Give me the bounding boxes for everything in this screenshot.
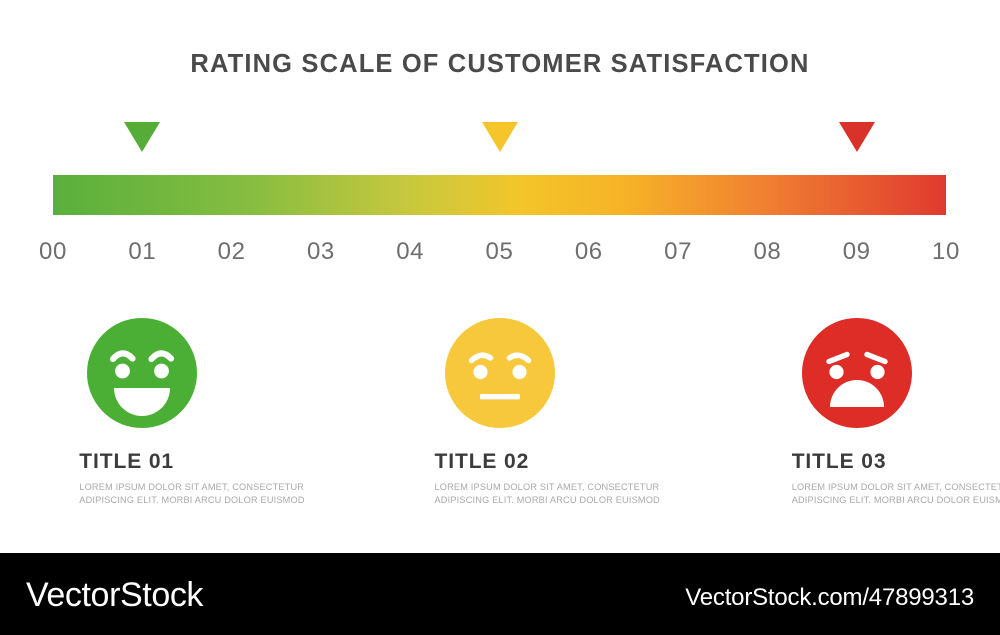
item-title: TITLE 03 (791, 450, 887, 473)
vectorstock-logo: VectorStock (26, 576, 204, 614)
scale-tick-05: 05 (485, 238, 514, 265)
item-title: TITLE 01 (79, 450, 175, 473)
item-body-line1: LOREM IPSUM DOLOR SIT AMET, CONSECTETUR (79, 482, 305, 493)
item-body-line1: LOREM IPSUM DOLOR SIT AMET, CONSECTETUR (434, 482, 660, 493)
watermark-bar (0, 553, 1000, 635)
item-body: LOREM IPSUM DOLOR SIT AMET, CONSECTETUR … (792, 481, 1000, 506)
scale-tick-10: 10 (932, 238, 960, 265)
vectorstock-url: VectorStock.com/47899313 (685, 584, 974, 611)
item-body-line2: ADIPISCING ELIT. MORBI ARCU DOLOR EUISMO… (79, 494, 305, 505)
sad-face-icon (801, 318, 912, 428)
scale-tick-00: 00 (39, 238, 67, 265)
scale-tick-09: 09 (842, 238, 871, 265)
item-body: LOREM IPSUM DOLOR SIT AMET, CONSECTETUR … (435, 481, 755, 506)
item-body-line2: ADIPISCING ELIT. MORBI ARCU DOLOR EUISMO… (791, 494, 1000, 505)
scale-marker-red (838, 122, 875, 152)
scale-tick-01: 01 (128, 238, 157, 265)
scale-tick-07: 07 (664, 238, 693, 265)
page-title: RATING SCALE OF CUSTOMER SATISFACTION (190, 50, 810, 78)
item-body-line1: LOREM IPSUM DOLOR SIT AMET, CONSECTETUR (791, 482, 1000, 493)
item-body-line2: ADIPISCING ELIT. MORBI ARCU DOLOR EUISMO… (434, 494, 660, 505)
item-block-3: TITLE 03 LOREM IPSUM DOLOR SIT AMET, CON… (792, 450, 1000, 507)
scale-tick-08: 08 (753, 238, 782, 265)
scale-tick-03: 03 (306, 238, 335, 265)
neutral-face-icon (444, 318, 555, 428)
rating-gradient-bar (53, 175, 946, 215)
scale-tick-02: 02 (217, 238, 246, 265)
item-body: LOREM IPSUM DOLOR SIT AMET, CONSECTETUR … (79, 481, 399, 506)
scale-tick-04: 04 (396, 238, 425, 265)
item-block-2: TITLE 02 LOREM IPSUM DOLOR SIT AMET, CON… (435, 450, 755, 507)
happy-face-icon (87, 318, 198, 428)
item-title: TITLE 02 (434, 450, 530, 473)
item-block-1: TITLE 01 LOREM IPSUM DOLOR SIT AMET, CON… (79, 450, 399, 507)
scale-tick-06: 06 (574, 238, 603, 265)
scale-marker-yellow (481, 122, 518, 152)
scale-marker-green (124, 122, 161, 152)
